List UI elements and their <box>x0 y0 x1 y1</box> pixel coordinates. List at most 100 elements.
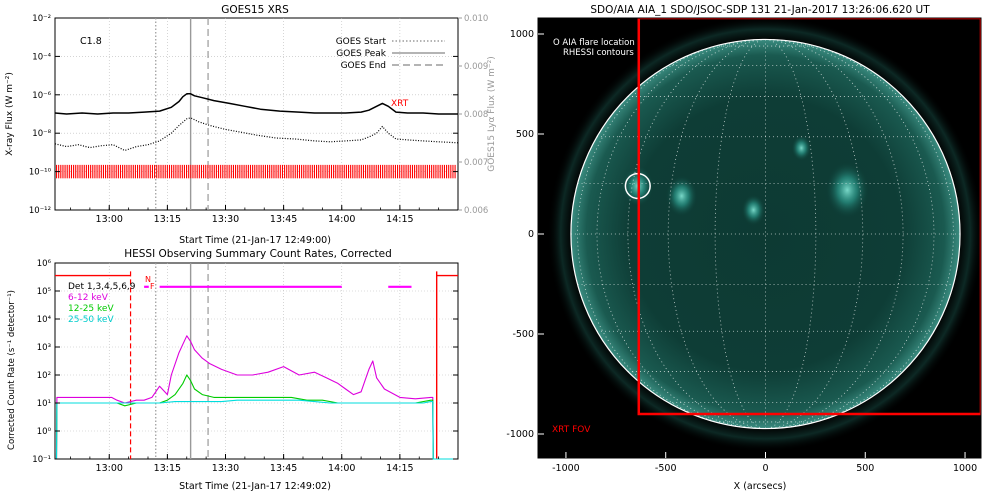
aia-y-axis: 1000 500 0 -500 -1000 <box>506 29 544 440</box>
legend-12-25: 12-25 keV <box>68 304 114 314</box>
goes-x-axis: 13:00 13:15 13:30 13:45 14:00 14:15 <box>70 205 459 225</box>
hessi-flag-bars <box>55 271 458 459</box>
hessi-series-group <box>55 335 458 460</box>
goes-title: GOES15 XRS <box>221 4 289 16</box>
goes-y-tick-label: 10⁻¹² <box>29 206 51 216</box>
goes-y2-tick-label: 0.006 <box>464 206 488 216</box>
goes-chart: GOES15 XRS 10⁻² 10⁻⁴ 10⁻⁶ 10⁻⁸ 10⁻¹⁰ 10⁻¹² 0.… <box>5 4 497 246</box>
aia-x-tick-label: 500 <box>856 463 874 474</box>
aia-x-axis: -1000 -500 0 500 1000 <box>552 452 977 474</box>
hessi-y-tick-label: 10⁰ <box>37 427 52 437</box>
goes-y-tick-label: 10⁻¹⁰ <box>29 168 52 178</box>
hessi-y-label: Corrected Count Rate (s⁻¹ detector⁻¹) <box>7 290 17 450</box>
goes-x-tick-label: 14:00 <box>328 214 355 225</box>
legend-det: Det 1,3,4,5,6,9 <box>68 282 136 292</box>
goes-series-group <box>54 93 459 152</box>
hessi-6-12-line <box>55 335 458 460</box>
aia-y-tick-label: -500 <box>512 329 534 340</box>
goes-y-axis: 10⁻² 10⁻⁴ 10⁻⁶ 10⁻⁸ 10⁻¹⁰ 10⁻¹² <box>29 14 458 216</box>
aia-plot-frame <box>537 17 982 459</box>
xrt-fov-label: XRT FOV <box>552 425 591 435</box>
goes-y-tick-label: 10⁻⁶ <box>32 91 51 101</box>
goes-legend: GOES Start GOES Peak GOES End <box>336 37 445 71</box>
goes-class-annotation: C1.8 <box>80 36 102 47</box>
active-region <box>741 194 766 226</box>
aia-legend-flare: O AIA flare location <box>553 38 635 48</box>
aia-y-tick-label: 1000 <box>510 29 534 40</box>
longitude-line <box>765 39 817 429</box>
solar-limb <box>570 38 961 430</box>
goes-y2-tick-label: 0.009 <box>464 62 488 72</box>
hessi-x-axis: 13:00 13:15 13:30 13:45 14:00 14:15 <box>70 454 459 474</box>
aia-y-tick-label: 500 <box>516 129 534 140</box>
hessi-x-tick-label: 14:00 <box>328 463 355 474</box>
goes-x-tick-label: 13:45 <box>270 214 297 225</box>
hessi-event-markers <box>155 263 209 459</box>
hessi-x-tick-label: 13:00 <box>96 463 123 474</box>
flag-label-f: F <box>150 282 155 291</box>
goes-y2-tick-label: 0.008 <box>464 110 488 120</box>
goes-event-markers <box>155 18 209 210</box>
longitude-line <box>627 39 766 429</box>
aia-x-tick-label: 1000 <box>953 463 977 474</box>
goes-x-label: Start Time (21-Jan-17 12:49:00) <box>179 235 331 246</box>
hessi-x-tick-label: 13:45 <box>270 463 297 474</box>
legend-goes-start: GOES Start <box>336 37 387 47</box>
goes-x-tick-label: 13:30 <box>212 214 239 225</box>
hessi-12-25-line <box>55 374 458 460</box>
active-region <box>665 175 698 217</box>
goes-y-tick-label: 10⁻⁴ <box>32 52 51 62</box>
goes-x-tick-label: 14:15 <box>386 214 413 225</box>
hessi-x-tick-label: 14:15 <box>386 463 413 474</box>
goes-y2-tick-label: 0.007 <box>464 158 488 168</box>
hessi-x-tick-label: 13:15 <box>154 463 181 474</box>
hessi-25-50-line <box>55 399 458 460</box>
active-region <box>825 161 870 219</box>
active-region <box>791 135 812 161</box>
aia-y-tick-label: 0 <box>528 229 534 240</box>
goes-x-tick-label: 13:15 <box>154 214 181 225</box>
aia-x-label: X (arcsecs) <box>734 481 787 492</box>
legend-6-12: 6-12 keV <box>68 293 109 303</box>
hessi-y-tick-label: 10⁵ <box>37 287 51 297</box>
longitude-line <box>765 39 935 429</box>
goes-y-tick-label: 10⁻⁸ <box>32 129 51 139</box>
hessi-legend: Det 1,3,4,5,6,9 6-12 keV 12-25 keV 25-50… <box>68 282 136 325</box>
hessi-y-tick-label: 10⁶ <box>37 259 52 269</box>
goes-y2-label: GOES15 Lyα Flux (W m⁻²) <box>487 56 497 172</box>
hessi-y-tick-label: 10³ <box>37 343 51 353</box>
longitude-line <box>765 39 954 429</box>
legend-25-50: 25-50 keV <box>68 315 114 325</box>
aia-x-tick-label: 0 <box>762 463 768 474</box>
hessi-plot-frame <box>54 262 459 460</box>
longitude-line <box>577 39 766 429</box>
hessi-x-tick-label: 13:30 <box>212 463 239 474</box>
hessi-chart: HESSI Observing Summary Count Rates, Cor… <box>7 248 459 492</box>
goes-x-tick-label: 13:00 <box>96 214 123 225</box>
goes-y2-axis: 0.010 0.009 0.008 0.007 0.006 <box>458 14 488 216</box>
hessi-x-label: Start Time (21-Jan-17 12:49:02) <box>179 481 331 492</box>
legend-goes-end: GOES End <box>341 61 386 71</box>
aia-title: SDO/AIA AIA_1 SDO/JSOC-SDP 131 21-Jan-20… <box>590 4 930 16</box>
goes-y-tick-label: 10⁻² <box>32 14 51 24</box>
longitude-line <box>765 39 904 429</box>
goes-short-channel-line <box>54 117 459 152</box>
hessi-title: HESSI Observing Summary Count Rates, Cor… <box>124 248 392 260</box>
aia-y-tick-label: -1000 <box>506 429 534 440</box>
aia-legend-rhessi: RHESSI contours <box>563 48 634 58</box>
goes-gridlines <box>55 18 458 210</box>
hessi-gridlines <box>55 263 458 459</box>
goes-y-label: X-ray Flux (W m⁻²) <box>5 72 15 156</box>
hessi-y-axis: 10⁶ 10⁵ 10⁴ 10³ 10² 10¹ 10⁰ 10⁻¹ <box>32 259 458 465</box>
legend-goes-peak: GOES Peak <box>336 49 386 59</box>
goes-y2-tick-label: 0.010 <box>464 14 488 24</box>
sun-disk <box>570 39 961 429</box>
heliographic-grid <box>570 39 961 429</box>
goes-long-channel-line <box>54 93 458 115</box>
flag-label-n: N <box>145 275 151 284</box>
hessi-y-tick-label: 10⁻¹ <box>32 455 51 465</box>
xrt-observation-marks <box>55 164 456 179</box>
xrt-fov-box <box>637 18 981 416</box>
aia-x-tick-label: -1000 <box>552 463 580 474</box>
